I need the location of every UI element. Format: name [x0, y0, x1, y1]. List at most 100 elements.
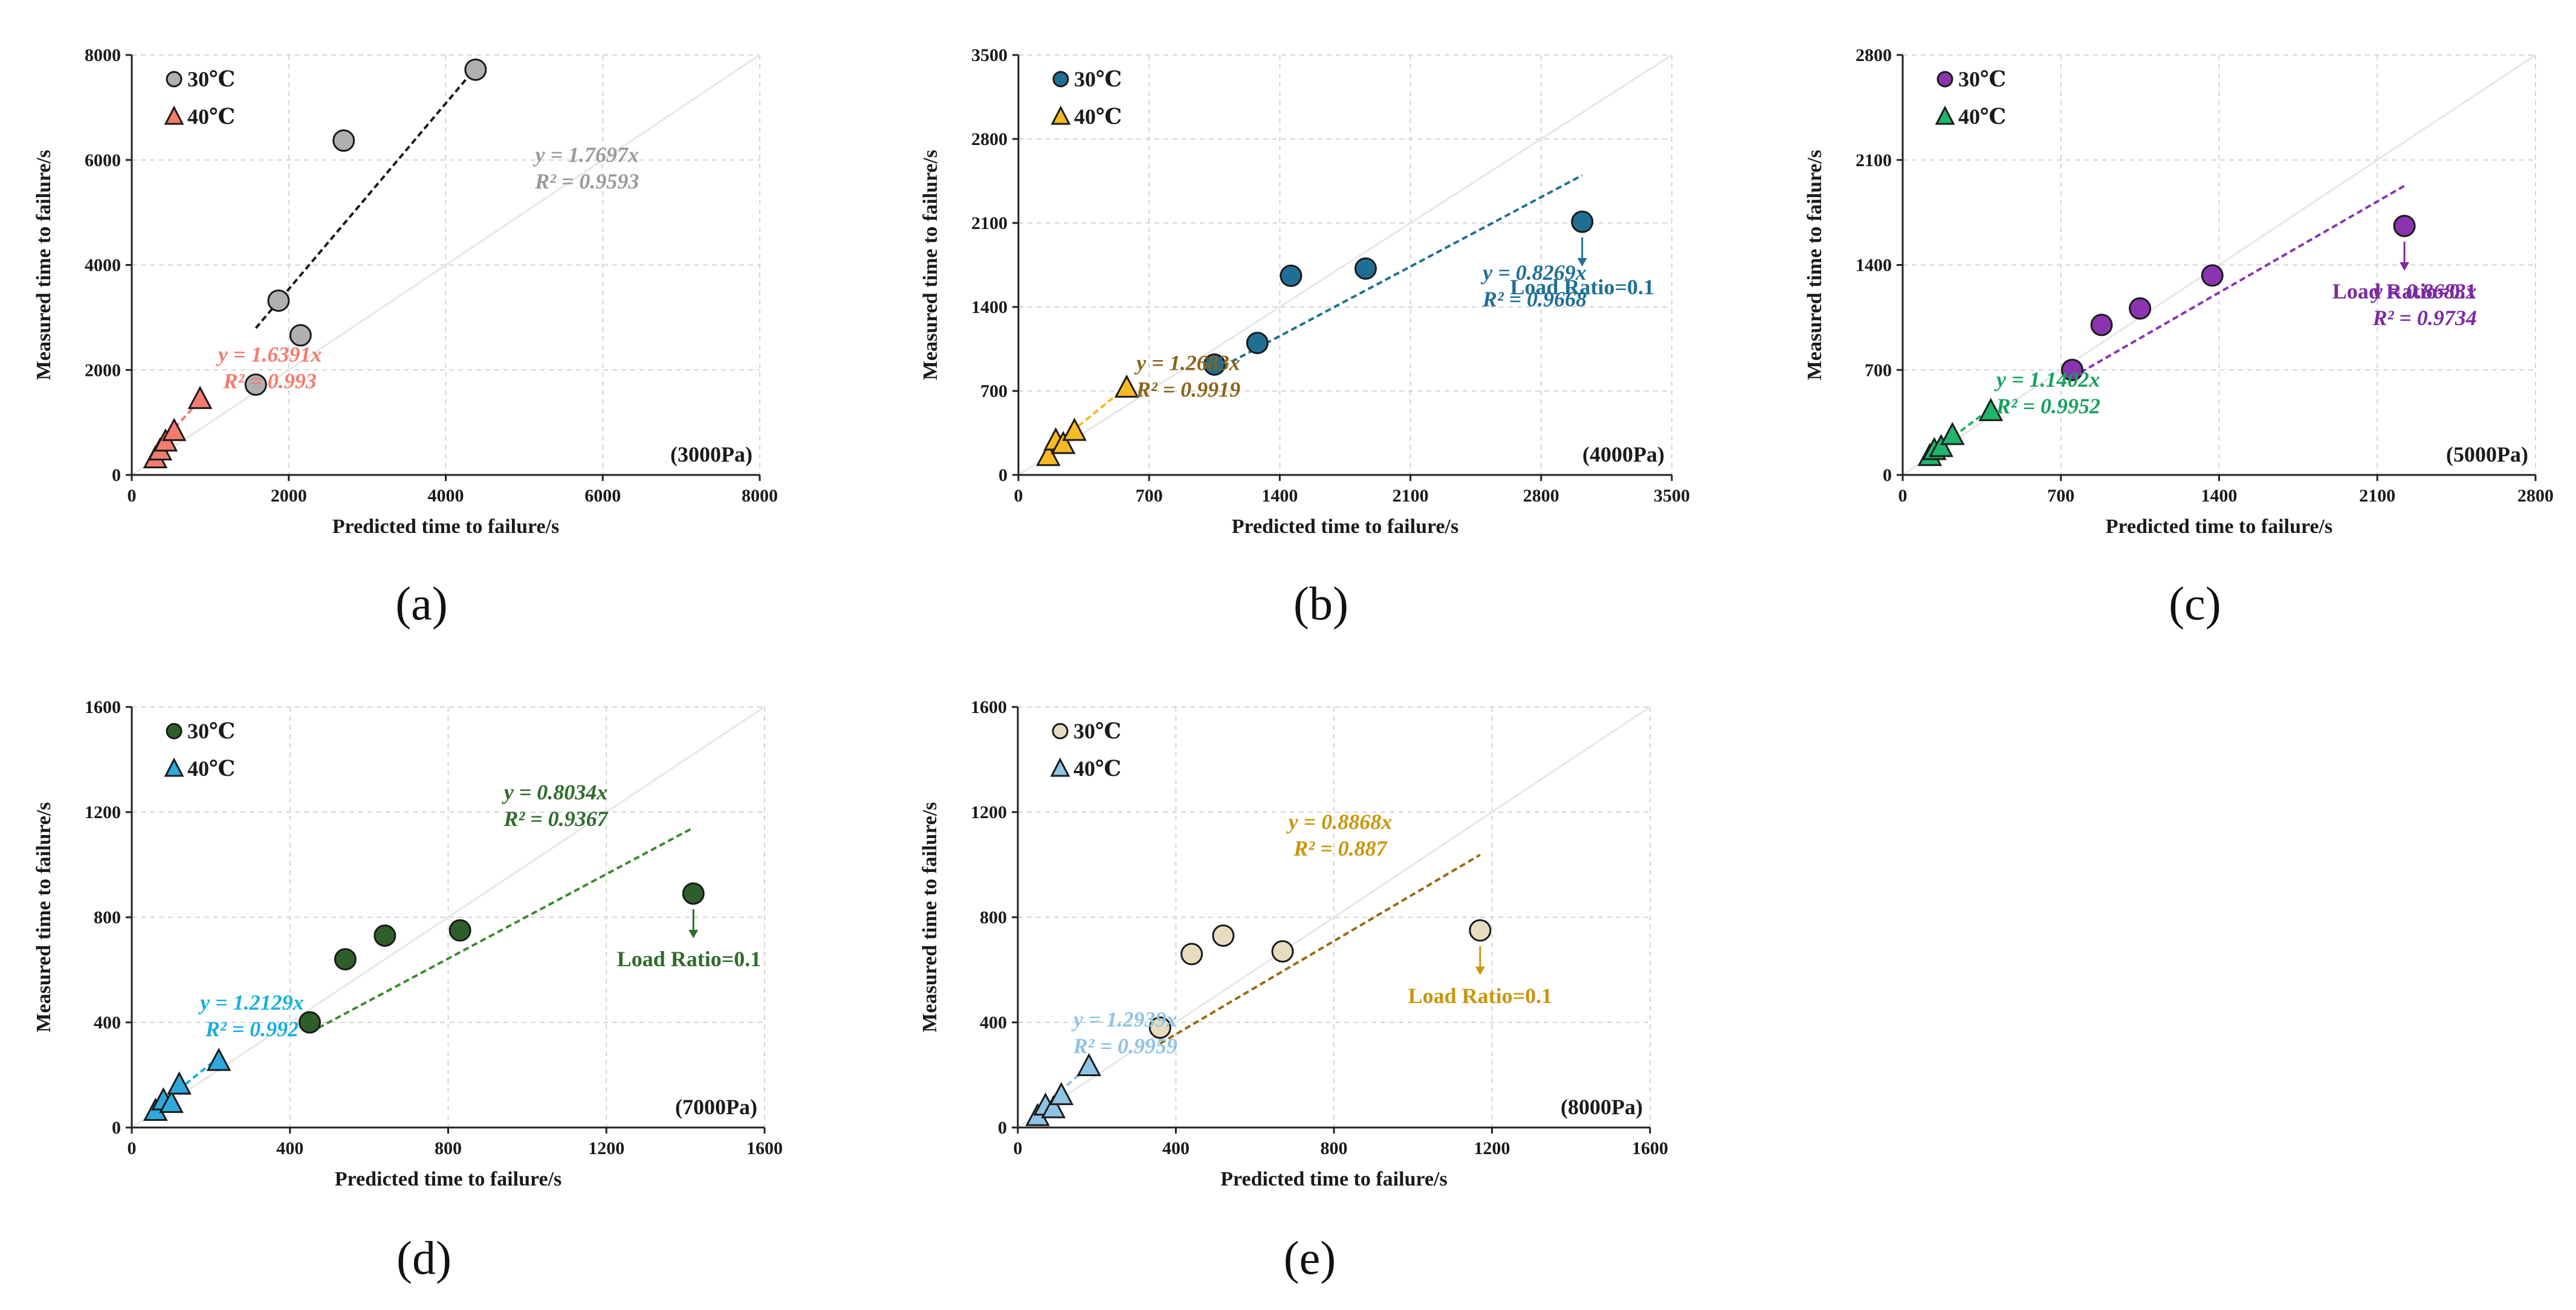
- pressure-label: (8000Pa): [1561, 1095, 1643, 1119]
- point-40c: [1036, 442, 1061, 466]
- annotation-load-ratio: Load Ratio=0.1: [2332, 279, 2477, 303]
- point-40c: [161, 418, 187, 441]
- point-40c: [1929, 434, 1953, 457]
- point-30c: [2090, 314, 2113, 337]
- point-30c: [448, 919, 471, 942]
- x-tick-label: 1400: [2201, 486, 2238, 506]
- point-40c: [159, 1089, 184, 1113]
- x-tick-label: 2800: [1523, 486, 1559, 506]
- point-30c: [2201, 264, 2224, 287]
- annotation-arrowhead: [1475, 966, 1485, 975]
- y-axis-title: Measured time to failure/s: [33, 150, 55, 380]
- point-30c: [334, 948, 357, 971]
- y-tick-label: 6000: [85, 150, 121, 170]
- fit-equation-30c: y = 0.8683x: [2371, 279, 2477, 303]
- point-40c: [206, 1048, 231, 1071]
- fit-r2-30c: R² = 0.9593: [534, 169, 639, 193]
- fit-equation-30c: y = 0.8034x: [502, 780, 608, 804]
- fit-equation-30c: y = 1.7697x: [533, 143, 639, 167]
- y-tick-label: 0: [998, 465, 1008, 485]
- panel-label: (a): [395, 577, 448, 630]
- fit-r2-40c: R² = 0.993: [222, 369, 316, 393]
- fit-equation-40c: y = 1.1402x: [1994, 367, 2100, 392]
- x-tick-label: 1400: [1261, 486, 1298, 506]
- point-30c: [1469, 919, 1492, 942]
- x-tick-label: 0: [128, 1138, 137, 1158]
- panel-label: (d): [396, 1231, 451, 1284]
- x-tick-label: 400: [1162, 1138, 1189, 1158]
- y-tick-label: 2000: [85, 360, 121, 380]
- point-40c: [1050, 431, 1076, 454]
- x-axis-title: Predicted time to failure/s: [335, 1168, 561, 1190]
- annotation-load-ratio: Load Ratio=0.1: [1408, 984, 1553, 1008]
- y-axis-title: Measured time to failure/s: [919, 802, 941, 1032]
- point-30c: [1203, 353, 1226, 376]
- fit-line-30c: [1159, 853, 1481, 1045]
- x-tick-label: 0: [1014, 1138, 1023, 1158]
- point-40c: [1940, 422, 1965, 445]
- fit-r2-30c: R² = 0.9367: [503, 807, 609, 831]
- fit-line-30c: [1214, 174, 1583, 372]
- point-30c: [298, 1011, 321, 1034]
- point-30c: [374, 924, 396, 947]
- panel-b: 0 700 1400 2100 2800 3500 0 700 1400 2100 2800 3500…: [919, 45, 1690, 630]
- y-tick-label: 800: [94, 908, 121, 928]
- fit-equation-40c: y = 1.2683x: [1134, 350, 1240, 375]
- x-tick-label: 0: [1898, 486, 1908, 506]
- x-tick-label: 1200: [588, 1138, 624, 1158]
- point-40c: [1114, 374, 1139, 398]
- fit-r2-30c: R² = 0.9734: [2372, 306, 2477, 330]
- point-30c: [1271, 940, 1294, 963]
- x-axis-title: Predicted time to failure/s: [1220, 1168, 1447, 1190]
- legend-marker-40c: [1050, 105, 1071, 125]
- y-tick-label: 2800: [1856, 45, 1892, 65]
- panel-label: (c): [2169, 577, 2221, 630]
- legend-marker-30c: [1052, 723, 1069, 740]
- x-tick-label: 800: [1321, 1138, 1348, 1158]
- annotation-arrowhead: [1577, 258, 1587, 267]
- point-30c: [464, 58, 487, 81]
- y-tick-label: 1200: [85, 802, 121, 822]
- reference-line-1to1: [1018, 54, 1672, 476]
- legend-marker-30c: [1937, 71, 1953, 88]
- y-tick-label: 8000: [85, 45, 121, 65]
- legend-label-30c: 30℃: [187, 67, 235, 91]
- x-tick-label: 2100: [2359, 486, 2395, 506]
- point-40c: [1076, 1053, 1102, 1077]
- point-30c: [332, 129, 355, 152]
- legend-marker-40c: [1050, 757, 1070, 777]
- y-tick-label: 1600: [971, 697, 1007, 717]
- point-30c: [267, 289, 290, 312]
- y-tick-label: 3500: [971, 45, 1008, 65]
- x-tick-label: 700: [2047, 486, 2074, 506]
- legend-label-40c: 40℃: [1074, 105, 1122, 129]
- fit-equation-40c: y = 1.2129x: [198, 990, 304, 1015]
- panel-d: 0 400 800 1200 1600 0 400 800 1200 1600 Predicted …: [33, 697, 783, 1284]
- fit-line-30c: [2071, 184, 2406, 379]
- legend-marker-30c: [166, 71, 183, 88]
- fit-r2-30c: R² = 0.887: [1293, 836, 1388, 860]
- x-tick-label: 2100: [1393, 486, 1429, 506]
- point-30c: [1212, 924, 1235, 947]
- legend-marker-30c: [166, 723, 183, 740]
- y-tick-label: 0: [998, 1118, 1007, 1138]
- point-30c: [244, 373, 267, 396]
- pressure-label: (7000Pa): [675, 1095, 757, 1119]
- x-tick-label: 6000: [584, 486, 621, 506]
- x-axis-title: Predicted time to failure/s: [332, 515, 559, 538]
- y-axis-title: Measured time to failure/s: [33, 802, 55, 1032]
- y-tick-label: 400: [94, 1013, 121, 1033]
- y-axis-title: Measured time to failure/s: [1804, 150, 1826, 380]
- reference-line-1to1: [1017, 706, 1651, 1129]
- legend-marker-40c: [164, 757, 184, 777]
- fit-equation-40c: y = 1.2939x: [1071, 1007, 1177, 1031]
- legend-marker-40c: [1935, 105, 1955, 125]
- x-tick-label: 8000: [742, 486, 778, 506]
- y-tick-label: 4000: [85, 256, 121, 276]
- point-30c: [1280, 264, 1303, 287]
- annotation-arrowhead: [2400, 262, 2410, 271]
- fit-r2-30c: R² = 0.9668: [1482, 287, 1587, 311]
- fit-r2-40c: R² = 0.9919: [1136, 377, 1240, 401]
